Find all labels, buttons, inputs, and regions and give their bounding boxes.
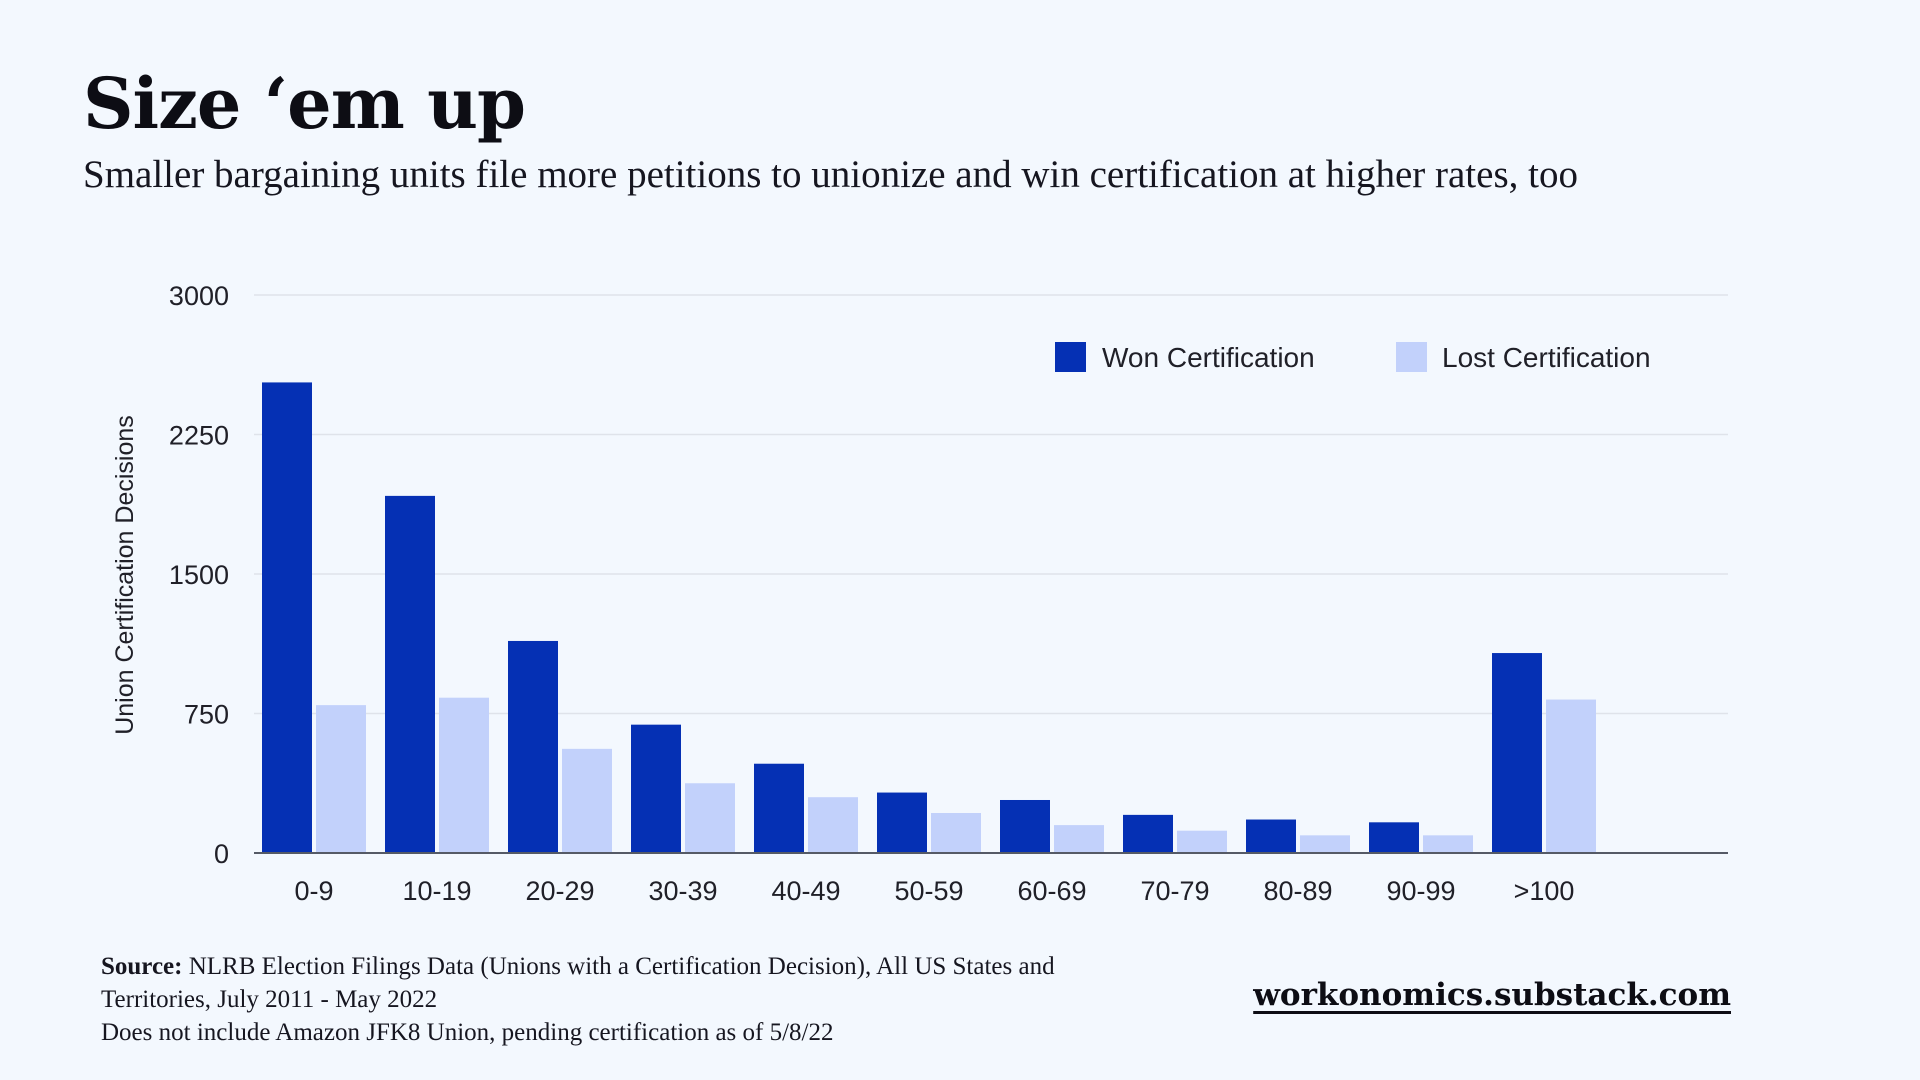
- bar-won: [1000, 799, 1050, 853]
- x-tick-label: 10-19: [402, 876, 471, 906]
- legend-swatch-lost: [1396, 342, 1427, 372]
- bar-won: [1492, 653, 1542, 853]
- footnote: Does not include Amazon JFK8 Union, pend…: [101, 1019, 834, 1046]
- bar-lost: [1546, 699, 1596, 853]
- site-link[interactable]: workonomics.substack.com: [1253, 977, 1731, 1013]
- source-text: Source: NLRB Election Filings Data (Unio…: [101, 950, 1151, 1016]
- gridlines: [254, 294, 1728, 715]
- x-tick-label: 90-99: [1386, 876, 1455, 906]
- bar-lost: [1300, 835, 1350, 853]
- bar-lost: [1423, 835, 1473, 853]
- bar-lost: [1054, 825, 1104, 853]
- bar-lost: [562, 748, 612, 853]
- x-tick-label: 30-39: [648, 876, 717, 906]
- chart-subtitle: Smaller bargaining units file more petit…: [83, 153, 1578, 196]
- y-tick-label: 1500: [169, 560, 229, 590]
- bar-won: [385, 495, 435, 853]
- x-tick-label: 40-49: [771, 876, 840, 906]
- x-tick-label: 50-59: [894, 876, 963, 906]
- y-tick-labels: 0 750 1500 2250 3000: [169, 281, 229, 869]
- bar-won: [631, 724, 681, 853]
- legend-label-won: Won Certification: [1102, 342, 1315, 373]
- bar-lost: [685, 783, 735, 853]
- bars: [262, 382, 1596, 853]
- source-label: Source:: [101, 953, 183, 980]
- x-tick-label: >100: [1514, 876, 1575, 906]
- x-tick-label: 70-79: [1140, 876, 1209, 906]
- bar-won: [262, 382, 312, 853]
- bar-won: [508, 640, 558, 853]
- y-tick-label: 2250: [169, 421, 229, 451]
- bar-won: [1123, 814, 1173, 853]
- legend: Won Certification Lost Certification: [1055, 342, 1651, 373]
- x-tick-label: 80-89: [1263, 876, 1332, 906]
- y-tick-label: 0: [214, 839, 229, 869]
- bar-lost: [316, 705, 366, 853]
- x-tick-label: 60-69: [1017, 876, 1086, 906]
- source-body: NLRB Election Filings Data (Unions with …: [101, 953, 1055, 1013]
- bar-lost: [439, 697, 489, 853]
- legend-swatch-won: [1055, 342, 1086, 372]
- legend-label-lost: Lost Certification: [1442, 342, 1651, 373]
- y-axis-label: Union Certification Decisions: [111, 415, 139, 735]
- bar-won: [1369, 822, 1419, 853]
- x-tick-label: 20-29: [525, 876, 594, 906]
- x-tick-label: 0-9: [294, 876, 333, 906]
- x-tick-labels: 0-9 10-19 20-29 30-39 40-49 50-59 60-69 70-79 80…: [294, 876, 1574, 906]
- bar-won: [754, 763, 804, 853]
- bar-won: [1246, 819, 1296, 853]
- bar-won: [877, 792, 927, 853]
- y-tick-label: 750: [184, 700, 229, 730]
- y-tick-label: 3000: [169, 281, 229, 311]
- chart-title: Size ‘em up: [83, 62, 526, 145]
- bar-lost: [1177, 830, 1227, 853]
- bar-lost: [931, 813, 981, 853]
- bar-lost: [808, 797, 858, 853]
